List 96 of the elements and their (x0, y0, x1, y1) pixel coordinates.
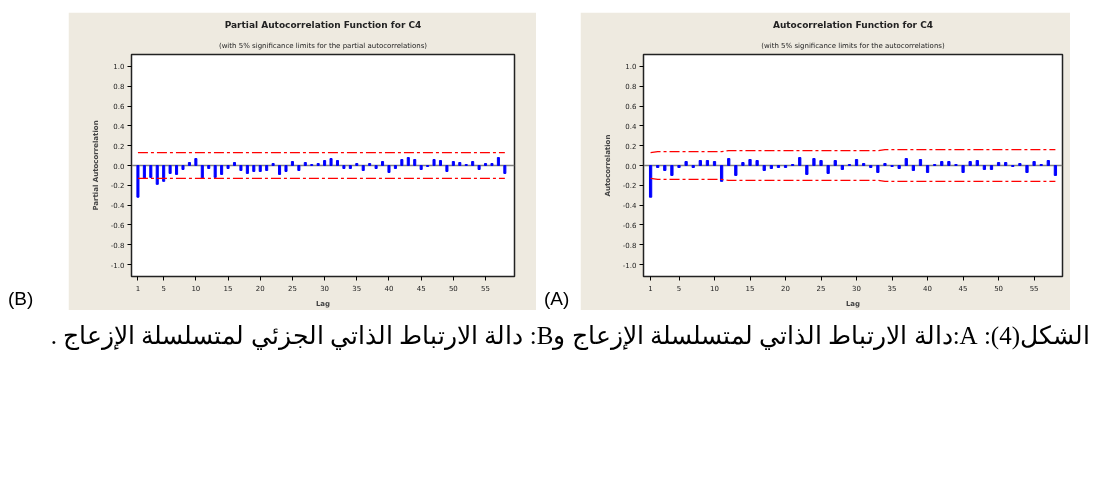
bar (503, 165, 507, 174)
bar (155, 165, 159, 185)
bar (303, 162, 307, 166)
bar (663, 165, 667, 171)
bar (245, 165, 249, 174)
bar (406, 157, 410, 166)
bar (975, 160, 979, 166)
bar (1004, 162, 1008, 166)
bar (162, 165, 166, 182)
bar (496, 157, 500, 166)
bar (996, 162, 1001, 166)
bar (175, 165, 179, 175)
bar (413, 159, 417, 166)
bar (705, 160, 710, 166)
bar (1025, 165, 1029, 173)
text: (A) (544, 287, 570, 311)
bar (840, 165, 844, 170)
bar (419, 165, 423, 170)
bar (719, 165, 724, 182)
text: الشكل(4): A:دالة الارتباط الذاتي لمتسلسلة الإزعاج وB: دالة الارتباط الذاتي الجزئي لمتسلسلة الإزعاج . (50, 321, 1090, 352)
bar (258, 165, 262, 172)
bar (142, 165, 146, 179)
bar (670, 165, 674, 176)
bar (220, 165, 224, 175)
bar (284, 165, 288, 172)
bar (252, 165, 256, 172)
bar (458, 162, 462, 166)
bar (904, 158, 908, 166)
bar (918, 159, 923, 166)
bar (854, 159, 859, 166)
bar (297, 165, 301, 171)
bar (239, 165, 243, 171)
bar (968, 161, 972, 166)
bar (911, 165, 915, 171)
bar (989, 165, 994, 170)
bar (278, 165, 282, 175)
bar (741, 162, 745, 166)
bar (698, 160, 702, 166)
bar (393, 165, 397, 169)
bar (265, 165, 269, 171)
bar (471, 161, 475, 166)
bar (940, 161, 944, 166)
bar (727, 158, 731, 166)
bar (348, 165, 352, 169)
bar (136, 165, 140, 198)
bar (477, 165, 481, 170)
bar (812, 158, 816, 166)
bar (648, 165, 653, 198)
bar (897, 165, 901, 169)
bar (194, 158, 198, 166)
bar (381, 161, 385, 166)
bar (833, 160, 837, 166)
bar (451, 161, 455, 166)
bar (329, 158, 333, 166)
bar (335, 160, 340, 166)
bar (342, 165, 346, 169)
bar (947, 161, 951, 166)
bar (734, 165, 738, 176)
bar (438, 160, 442, 166)
bar (432, 159, 436, 166)
bar (323, 160, 327, 166)
bar (982, 165, 987, 170)
bar (805, 165, 809, 175)
bar (374, 165, 378, 169)
bar (819, 160, 823, 166)
bar (361, 165, 365, 171)
bar (181, 165, 185, 170)
bar (762, 165, 766, 171)
bar (232, 162, 237, 166)
bar (769, 165, 773, 169)
bar (712, 161, 717, 166)
bar (684, 161, 688, 166)
bar (826, 165, 830, 174)
bar (187, 162, 191, 166)
text: (B) (8, 287, 34, 311)
bar (1053, 165, 1058, 176)
bar (798, 157, 802, 166)
bar (226, 165, 230, 169)
bar (445, 165, 449, 172)
chart-title: Autocorrelation Function for C4 (772, 19, 934, 30)
bar (961, 165, 965, 173)
chart-title: Partial Autocorrelation Function for C4 (224, 19, 422, 30)
bar (876, 165, 880, 173)
bar (1032, 161, 1036, 166)
bar (1046, 160, 1050, 166)
bar (207, 165, 211, 169)
bar (748, 159, 752, 166)
bar (200, 165, 204, 179)
bar (168, 165, 172, 174)
bar (387, 165, 391, 173)
bar (290, 161, 294, 166)
bar (213, 165, 217, 178)
bar (149, 165, 153, 178)
bar (755, 160, 759, 166)
bar (925, 165, 930, 173)
bar (400, 159, 404, 166)
